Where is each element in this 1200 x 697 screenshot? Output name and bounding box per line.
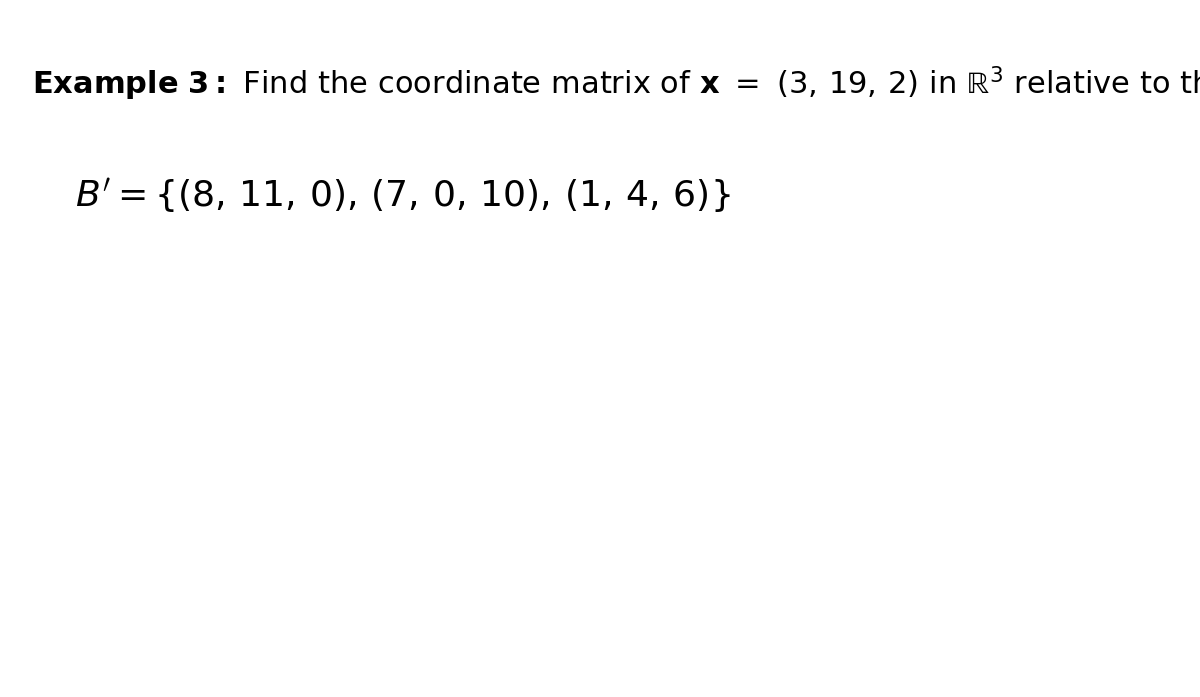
Text: $\mathbf{Example\ 3:}$$\ \mathrm{Find\ the\ coordinate\ matrix\ of\ }$$\mathbf{x: $\mathbf{Example\ 3:}$$\ \mathrm{Find\ t… — [32, 64, 1200, 103]
Text: $B' = \{(8,\,11,\,0),\,(7,\,0,\,10),\,(1,\,4,\,6)\}$: $B' = \{(8,\,11,\,0),\,(7,\,0,\,10),\,(1… — [76, 176, 731, 215]
